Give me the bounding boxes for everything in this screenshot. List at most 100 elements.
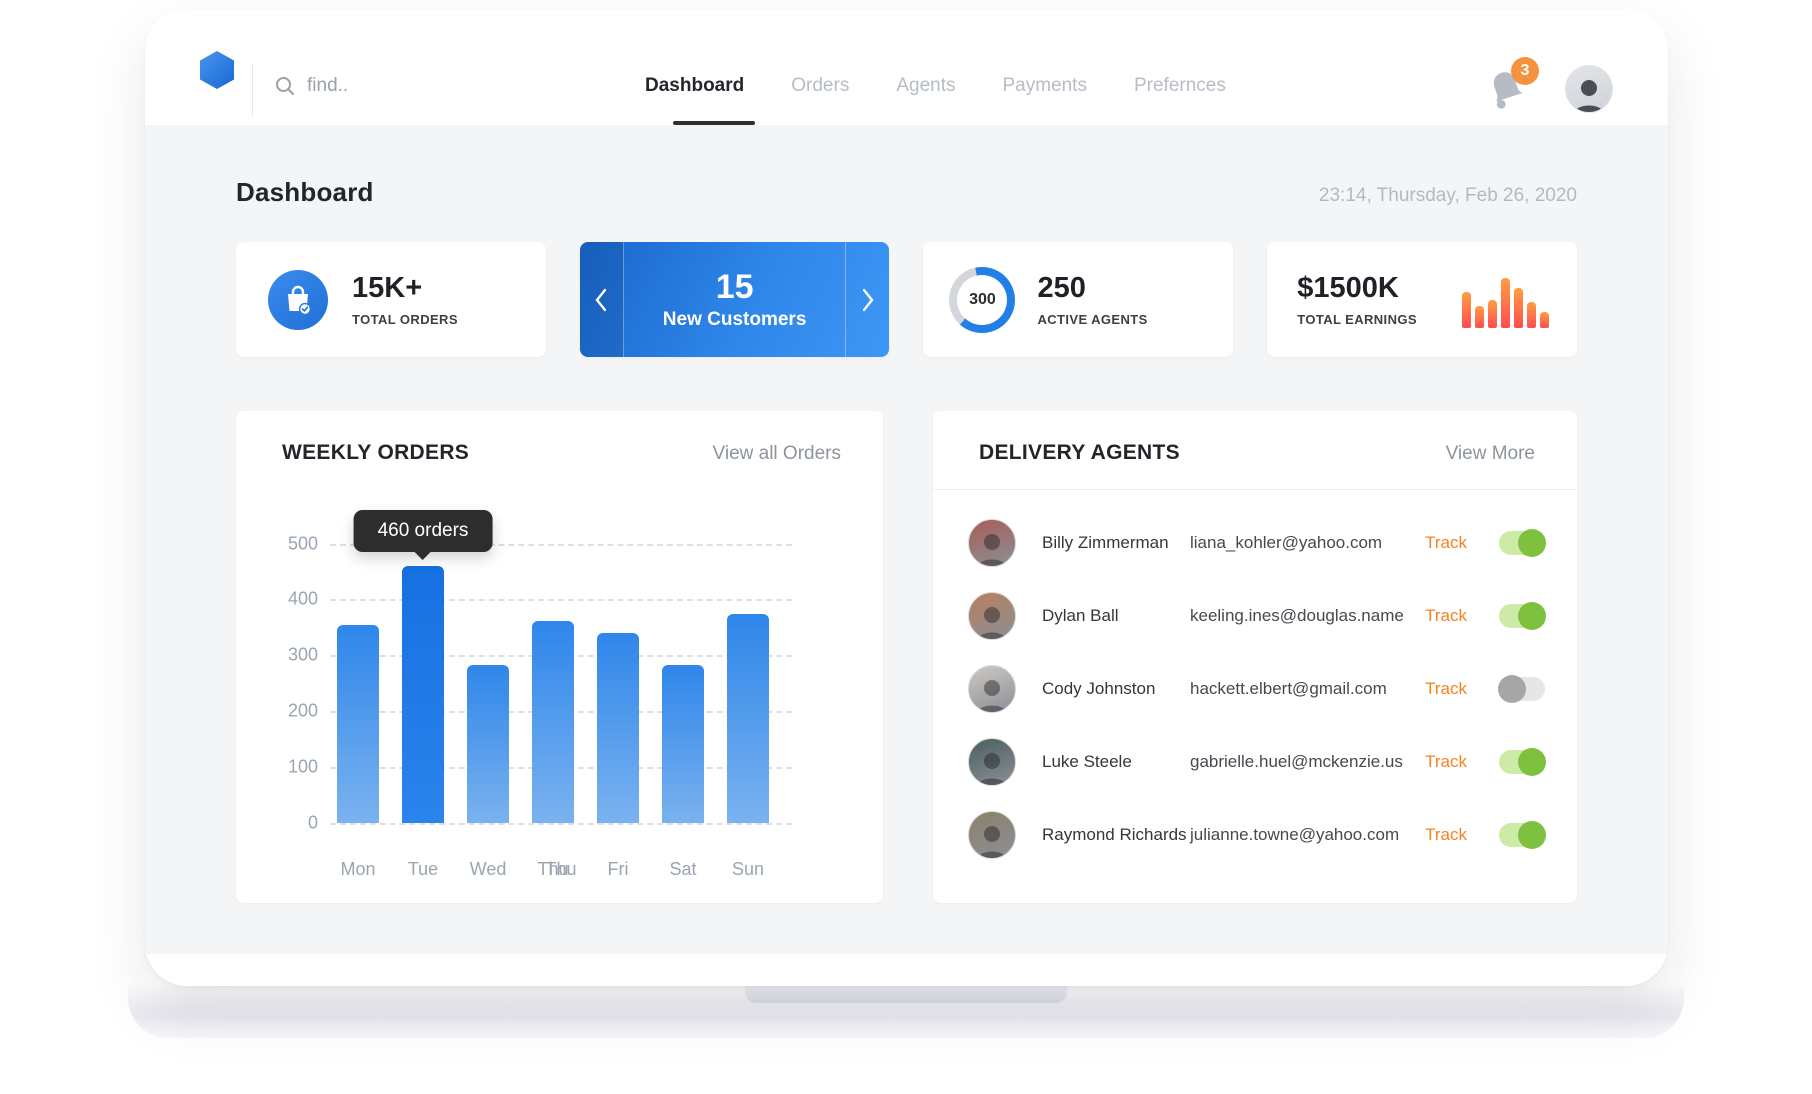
toggle-knob <box>1518 601 1546 630</box>
view-more-link[interactable]: View More <box>1445 443 1535 464</box>
chart-bar-sat[interactable] <box>662 665 704 823</box>
total-earnings-label: TOTAL EARNINGS <box>1297 311 1417 327</box>
dashboard-content: Dashboard 23:14, Thursday, Feb 26, 2020 <box>145 125 1668 954</box>
x-axis-label: Sat <box>669 859 697 879</box>
agent-avatar <box>968 810 1016 859</box>
tracking-toggle[interactable] <box>1499 747 1546 776</box>
track-link[interactable]: Track <box>1425 605 1467 625</box>
agent-avatar <box>968 518 1016 567</box>
earnings-bar <box>1501 277 1510 328</box>
laptop-notch <box>745 986 1067 1003</box>
y-axis-tick: 0 <box>307 812 318 833</box>
earnings-bar <box>1475 305 1484 328</box>
agent-email: liana_kohler@yahoo.com <box>1190 532 1383 552</box>
total-orders-value: 15K+ <box>352 272 423 305</box>
view-all-orders-link[interactable]: View all Orders <box>712 443 841 464</box>
chart-bar-sun[interactable] <box>727 614 769 823</box>
total-earnings-card: $1500K TOTAL EARNINGS <box>1267 242 1577 357</box>
nav-item-dashboard[interactable]: Dashboard <box>645 75 745 96</box>
page-title: Dashboard <box>236 177 374 207</box>
weekly-orders-bar-chart: 500 400 300 200 100 0 Mon Tue Wed Thu Thu Fri Sat Sun… <box>236 411 883 903</box>
x-axis-label: Mon <box>340 859 376 879</box>
chart-bar-thu[interactable] <box>532 621 574 823</box>
nav-item-agents[interactable]: Agents <box>896 75 956 96</box>
panel-divider <box>933 489 1577 490</box>
track-link[interactable]: Track <box>1425 678 1467 698</box>
chart-bar-wed[interactable] <box>467 665 509 823</box>
agent-avatar <box>968 664 1016 713</box>
delivery-agents-title: DELIVERY AGENTS <box>979 441 1180 464</box>
gridline <box>330 599 792 601</box>
toggle-knob <box>1518 747 1546 776</box>
y-axis-tick: 400 <box>287 588 318 609</box>
agent-row: Raymond Richards julianne.towne@yahoo.co… <box>933 798 1577 871</box>
agent-name: Raymond Richards <box>1042 824 1187 844</box>
navbar-divider <box>252 64 253 116</box>
datetime-label: 23:14, Thursday, Feb 26, 2020 <box>1318 185 1577 206</box>
next-arrow-button[interactable] <box>845 242 889 357</box>
person-silhouette-icon <box>1574 80 1604 112</box>
app-logo-hexagon-icon[interactable] <box>200 51 234 89</box>
page-header: Dashboard 23:14, Thursday, Feb 26, 2020 <box>236 125 1577 208</box>
agent-email: julianne.towne@yahoo.com <box>1190 824 1400 844</box>
toggle-knob <box>1498 674 1526 703</box>
user-avatar[interactable] <box>1565 65 1613 113</box>
track-link[interactable]: Track <box>1425 751 1467 771</box>
earnings-sparkline-bars <box>1462 272 1549 328</box>
person-silhouette-icon <box>977 533 1007 566</box>
active-agents-label: ACTIVE AGENTS <box>1037 311 1148 327</box>
agent-row: Dylan Ball keeling.ines@douglas.name Tra… <box>933 579 1577 652</box>
panels-row: WEEKLY ORDERS View all Orders 500 400 300 2… <box>236 411 1577 903</box>
notification-count-badge: 3 <box>1511 57 1539 85</box>
laptop-screen: find.. Dashboard Orders Agents Payments … <box>145 9 1668 986</box>
search-placeholder: find.. <box>307 75 349 96</box>
agent-email: keeling.ines@douglas.name <box>1190 605 1404 625</box>
chart-bar-tue[interactable] <box>402 566 444 823</box>
agent-row: Luke Steele gabrielle.huel@mckenzie.us T… <box>933 725 1577 798</box>
x-axis-label: Tue <box>407 859 439 879</box>
agent-name: Cody Johnston <box>1042 678 1156 698</box>
gridline <box>330 544 792 546</box>
prev-arrow-button[interactable] <box>579 242 624 357</box>
nav-item-payments[interactable]: Payments <box>1002 75 1087 96</box>
new-customers-value: 15 <box>715 268 754 306</box>
earnings-bar <box>1514 287 1523 328</box>
person-silhouette-icon <box>977 825 1007 858</box>
agent-list: Billy Zimmerman liana_kohler@yahoo.com T… <box>933 506 1577 871</box>
agent-name: Luke Steele <box>1042 751 1132 771</box>
earnings-bar <box>1527 301 1536 328</box>
search-input[interactable]: find.. <box>275 75 348 97</box>
laptop-base-fade <box>0 1008 1812 1094</box>
chart-bar-fri[interactable] <box>597 633 639 823</box>
person-silhouette-icon <box>977 752 1007 785</box>
agents-ring-value: 300 <box>957 274 1008 325</box>
chevron-left-icon <box>595 288 607 311</box>
track-link[interactable]: Track <box>1425 824 1467 844</box>
agent-row: Billy Zimmerman liana_kohler@yahoo.com T… <box>933 506 1577 579</box>
delivery-agents-panel: DELIVERY AGENTS View More Billy Zimmerma… <box>933 411 1577 903</box>
tracking-toggle[interactable] <box>1499 601 1546 630</box>
x-axis-label: Fri <box>607 859 629 879</box>
nav-item-orders[interactable]: Orders <box>791 75 850 96</box>
shopping-bag-icon <box>268 269 328 330</box>
chevron-right-icon <box>862 288 874 311</box>
tracking-toggle[interactable] <box>1499 528 1546 557</box>
earnings-bar <box>1462 291 1471 328</box>
y-axis-tick: 300 <box>287 644 318 665</box>
chart-bar-mon[interactable] <box>337 625 379 823</box>
bell-icon <box>1493 72 1523 109</box>
tracking-toggle[interactable] <box>1498 674 1545 703</box>
stat-cards-row: 15K+ TOTAL ORDERS 15 New Customers <box>236 242 1577 357</box>
active-agents-value: 250 <box>1037 272 1086 305</box>
tracking-toggle[interactable] <box>1499 820 1546 849</box>
x-axis-label: Thu Thu <box>537 859 577 879</box>
x-axis-label: Sun <box>731 859 765 879</box>
nav-item-prefernces[interactable]: Prefernces <box>1133 75 1226 96</box>
notifications-button[interactable] <box>1485 67 1531 113</box>
agent-email: gabrielle.huel@mckenzie.us <box>1190 751 1403 771</box>
top-navbar: find.. Dashboard Orders Agents Payments … <box>145 9 1668 125</box>
agent-avatar <box>968 591 1016 640</box>
earnings-bar <box>1540 311 1549 328</box>
track-link[interactable]: Track <box>1425 532 1467 552</box>
